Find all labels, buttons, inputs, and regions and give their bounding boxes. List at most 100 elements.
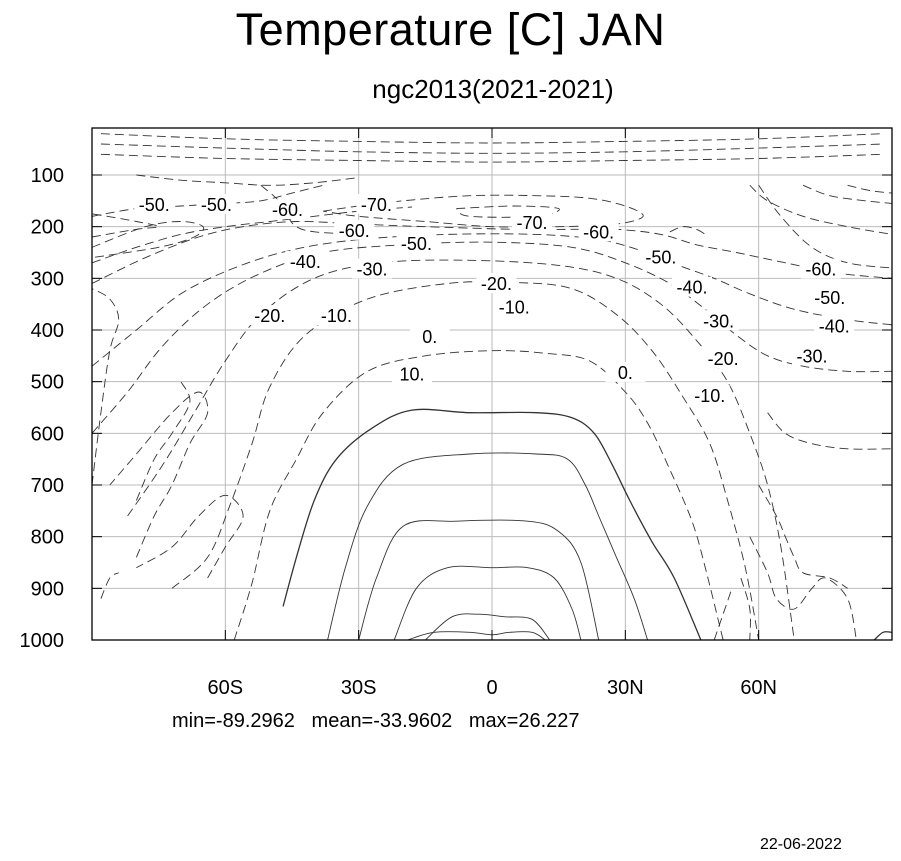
contour-label-bg	[814, 315, 855, 336]
contour-label-bg	[800, 258, 841, 279]
contour-label: -10.	[321, 306, 352, 326]
contour-label: 0.	[618, 363, 633, 383]
contour-label-bg	[409, 325, 450, 346]
contour-label: -20.	[481, 274, 512, 294]
contour-line-negative	[92, 233, 892, 367]
contour-label: -60.	[339, 221, 370, 241]
contour-line-negative	[92, 221, 892, 284]
contour-line-negative	[669, 226, 706, 235]
contour-label: -40.	[676, 278, 707, 298]
contour-line-negative	[135, 381, 191, 501]
contour-label-bg	[267, 199, 308, 220]
contour-label-bg	[792, 345, 832, 366]
contour-line-negative	[233, 350, 724, 640]
contour-labels: -50. -50. -60. -70.-70.-60. -60.-50.-50.-40.…	[134, 194, 855, 406]
contour-label: 10.	[399, 364, 424, 384]
contour-label-bg	[334, 219, 375, 240]
contour-line-negative	[802, 184, 892, 204]
contour-label-bg	[316, 305, 357, 326]
contour-label-bg	[689, 385, 730, 406]
contour-line-positive	[407, 631, 546, 640]
x-tick-label: 30S	[341, 677, 377, 699]
contour-line-negative	[713, 588, 733, 640]
y-tick-label: 500	[31, 372, 64, 394]
axis-ticks: 60S 30S 0 30N 60N 100 200 300 400 500 600 700 800 900…	[20, 128, 892, 699]
x-tick-label: 60S	[208, 677, 244, 699]
contour-line-negative	[92, 213, 160, 238]
contour-label-bg	[703, 347, 744, 368]
contour-label: -50.	[401, 234, 432, 254]
y-tick-label: 200	[31, 217, 64, 239]
contour-label: -20.	[254, 306, 285, 326]
chart-title: Temperature [C] JAN	[235, 4, 666, 55]
contour-line-positive	[425, 613, 551, 640]
y-tick-label: 700	[31, 475, 64, 497]
contour-line-negative	[92, 241, 892, 434]
contour-line-negative	[136, 174, 359, 186]
contour-label: -40.	[290, 252, 321, 272]
chart-subtitle: ngc2013(2021-2021)	[372, 74, 614, 104]
contour-label-bg	[512, 212, 552, 233]
contour-label-bg	[396, 232, 437, 253]
contour-line-negative	[92, 206, 413, 264]
contour-label: -50.	[645, 248, 676, 268]
contour-label: -70.	[516, 213, 547, 233]
contour-label: -50.	[201, 195, 232, 215]
y-tick-label: 900	[31, 578, 64, 600]
contour-line-negative	[847, 184, 892, 194]
contour-line-negative	[749, 184, 892, 235]
contour-line-negative	[100, 572, 119, 599]
contour-line-zero	[282, 408, 702, 640]
contour-line-negative	[758, 484, 848, 589]
contour-label-bg	[640, 246, 681, 267]
contour-label: -60.	[272, 200, 303, 220]
contour-line-negative	[171, 281, 760, 640]
x-tick-label: 0	[486, 677, 497, 699]
contour-line-negative	[92, 221, 205, 259]
contour-label-bg	[356, 194, 397, 214]
contour-label: 0.	[422, 327, 437, 347]
contour-label-bg	[352, 258, 392, 279]
contour-label-bg	[476, 273, 517, 294]
contour-line-positive	[393, 565, 582, 640]
contour-label-bg	[494, 296, 535, 317]
contour-line-negative	[92, 288, 120, 486]
y-tick-label: 1000	[20, 630, 65, 652]
contour-line-negative	[749, 536, 857, 640]
contour-label: -30.	[356, 260, 387, 280]
contour-label-bg	[698, 310, 739, 331]
contour-label: -20.	[708, 349, 739, 369]
y-tick-label: 400	[31, 320, 64, 342]
contour-label-bg	[672, 276, 712, 297]
contour-line-negative	[109, 391, 209, 558]
contour-label: -40.	[819, 316, 850, 336]
contour-line-positive	[358, 519, 600, 640]
y-tick-label: 600	[31, 423, 64, 445]
date-stamp: 22-06-2022	[760, 836, 842, 853]
contour-label: -30.	[796, 346, 827, 366]
contour-label-bg	[392, 363, 432, 384]
y-tick-label: 100	[31, 165, 64, 187]
contour-label-bg	[134, 194, 175, 214]
x-tick-label: 30N	[607, 677, 644, 699]
x-tick-label: 60N	[740, 677, 777, 699]
contour-lines	[92, 133, 892, 640]
contour-line-negative	[127, 259, 795, 640]
y-tick-label: 300	[31, 268, 64, 290]
contour-line-negative	[136, 494, 244, 579]
contour-line-negative	[323, 194, 644, 228]
contour-line-negative	[456, 205, 560, 218]
contour-label: -50.	[814, 288, 845, 308]
contour-label: -60.	[805, 260, 836, 280]
contour-label: -10.	[694, 386, 725, 406]
contour-label-bg	[578, 221, 619, 242]
contour-line-negative	[767, 412, 892, 450]
y-tick-label: 800	[31, 527, 64, 549]
contour-label-bg	[285, 250, 326, 271]
contour-label: -50.	[139, 195, 170, 215]
contour-line-zero	[873, 631, 892, 640]
contour-label-bg	[249, 305, 290, 326]
contour-label-bg	[809, 287, 850, 307]
contour-label-bg	[605, 361, 646, 382]
